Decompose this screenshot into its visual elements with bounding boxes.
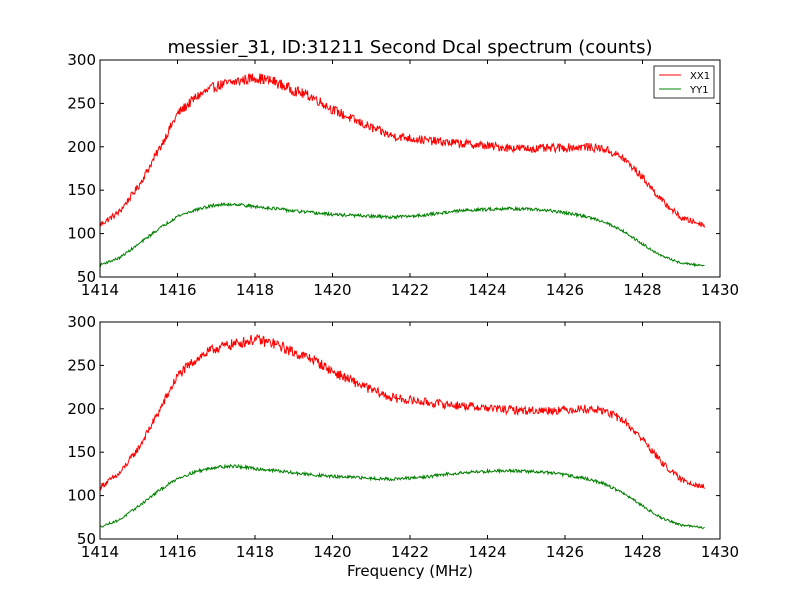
x-tick-label: 1422 bbox=[391, 543, 429, 561]
top-spectrum-plot: 1414 1416 1418 1420 1422 1424 1426 1428 1430 50 10… bbox=[67, 51, 739, 299]
legend-label-yy1: YY1 bbox=[689, 85, 709, 96]
plot-frame bbox=[99, 59, 721, 278]
x-tick-label: 1416 bbox=[158, 281, 196, 299]
x-tick-label: 1420 bbox=[313, 281, 351, 299]
x-tick-label: 1414 bbox=[81, 281, 119, 299]
x-tick-label: 1426 bbox=[546, 281, 584, 299]
bottom-spectrum-plot: 1414 1416 1418 1420 1422 1424 1426 1428 1430 50 10… bbox=[67, 313, 739, 561]
y-tick-label: 300 bbox=[67, 313, 96, 331]
y-tick-label: 250 bbox=[67, 94, 96, 112]
x-tick-label: 1414 bbox=[81, 543, 119, 561]
x-tick-label: 1416 bbox=[158, 543, 196, 561]
x-tick-label: 1422 bbox=[391, 281, 429, 299]
x-tick-label: 1430 bbox=[701, 281, 739, 299]
x-tick-label: 1418 bbox=[236, 281, 274, 299]
x-tick-label: 1428 bbox=[623, 543, 661, 561]
plot-frame bbox=[99, 321, 721, 540]
x-tick-label: 1428 bbox=[623, 281, 661, 299]
x-tick-label: 1420 bbox=[313, 543, 351, 561]
y-tick-label: 100 bbox=[67, 487, 96, 505]
series-line-xx1 bbox=[99, 73, 705, 228]
legend-box bbox=[653, 65, 715, 99]
y-tick-label: 100 bbox=[67, 225, 96, 243]
y-tick-label: 150 bbox=[67, 181, 96, 199]
y-tick-label: 50 bbox=[77, 530, 96, 548]
y-tick-label: 300 bbox=[67, 51, 96, 69]
x-tick-label: 1418 bbox=[236, 543, 274, 561]
series-line-yy1 bbox=[99, 463, 705, 530]
y-tick-label: 200 bbox=[67, 400, 96, 418]
series-line-yy1 bbox=[99, 201, 705, 268]
x-axis-label: Frequency (MHz) bbox=[347, 562, 473, 580]
legend-label-xx1: XX1 bbox=[690, 71, 710, 82]
series-line-xx1 bbox=[99, 334, 705, 491]
y-tick-label: 50 bbox=[77, 268, 96, 286]
figure-title: messier_31, ID:31211 Second Dcal spectru… bbox=[168, 37, 653, 58]
x-tick-label: 1430 bbox=[701, 543, 739, 561]
x-tick-label: 1424 bbox=[468, 543, 506, 561]
y-tick-label: 250 bbox=[67, 356, 96, 374]
x-tick-label: 1426 bbox=[546, 543, 584, 561]
y-tick-label: 150 bbox=[67, 443, 96, 461]
y-tick-label: 200 bbox=[67, 138, 96, 156]
x-tick-label: 1424 bbox=[468, 281, 506, 299]
